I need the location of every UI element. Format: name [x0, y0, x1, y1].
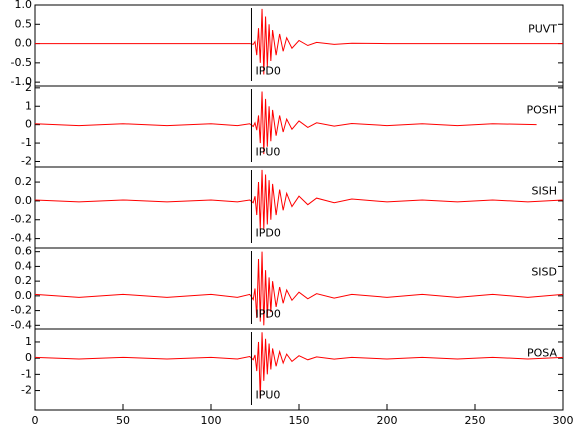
panel-frame [34, 247, 564, 330]
y-tick-label: -0.4 [11, 318, 32, 331]
y-tick-label: 1 [25, 99, 32, 112]
panel-frame [34, 166, 564, 249]
y-tick-label: -1 [21, 367, 32, 380]
y-tick-label: 1.0 [15, 0, 33, 11]
y-tick-label: -0.4 [11, 232, 32, 245]
y-tick-label: 0.2 [15, 175, 33, 188]
x-tick-label: 100 [201, 414, 222, 427]
waveform [34, 251, 564, 326]
y-tick-label: -1 [21, 136, 32, 149]
waveform [34, 332, 564, 399]
y-tick-label: 0 [25, 118, 32, 131]
x-tick-label: 200 [377, 414, 398, 427]
pick-label: IPD0 [255, 307, 280, 320]
y-tick-label: 0.2 [15, 274, 33, 287]
y-tick-label: 0 [25, 351, 32, 364]
pick-label: IPD0 [255, 226, 280, 239]
y-tick-label: 0.5 [15, 17, 33, 30]
pick-label: IPU0 [255, 145, 280, 158]
x-tick-label: 250 [465, 414, 486, 427]
y-tick-label: 0.0 [15, 194, 33, 207]
panel-frame [34, 328, 564, 411]
y-tick-label: -2 [21, 154, 32, 167]
y-tick-label: 0.0 [15, 37, 33, 50]
y-tick-label: 0.0 [15, 289, 33, 302]
y-tick-label: 0.6 [15, 245, 33, 258]
panel-frame [34, 4, 564, 87]
y-tick-label: -0.2 [11, 304, 32, 317]
y-tick-label: -0.5 [11, 56, 32, 69]
y-tick-label: 2 [25, 81, 32, 94]
y-tick-label: 0.4 [15, 259, 33, 272]
x-tick-label: 50 [116, 414, 130, 427]
station-label: SISH [532, 184, 557, 197]
station-label: POSA [527, 346, 557, 359]
panel-frame [34, 85, 564, 168]
waveform [35, 8, 563, 75]
pick-label: IPU0 [255, 388, 280, 401]
station-label: POSH [526, 103, 557, 116]
y-tick-label: -0.2 [11, 213, 32, 226]
station-label: SISD [531, 265, 557, 278]
station-label: PUVT [528, 22, 557, 35]
x-tick-label: 150 [289, 414, 310, 427]
x-tick-label: 0 [32, 414, 39, 427]
waveform [34, 91, 537, 155]
x-tick-label: 300 [553, 414, 574, 427]
pick-label: IPD0 [255, 64, 280, 77]
y-tick-label: -2 [21, 384, 32, 397]
y-tick-label: -1.0 [11, 75, 32, 88]
waveform [34, 169, 564, 230]
y-tick-label: 1 [25, 335, 32, 348]
